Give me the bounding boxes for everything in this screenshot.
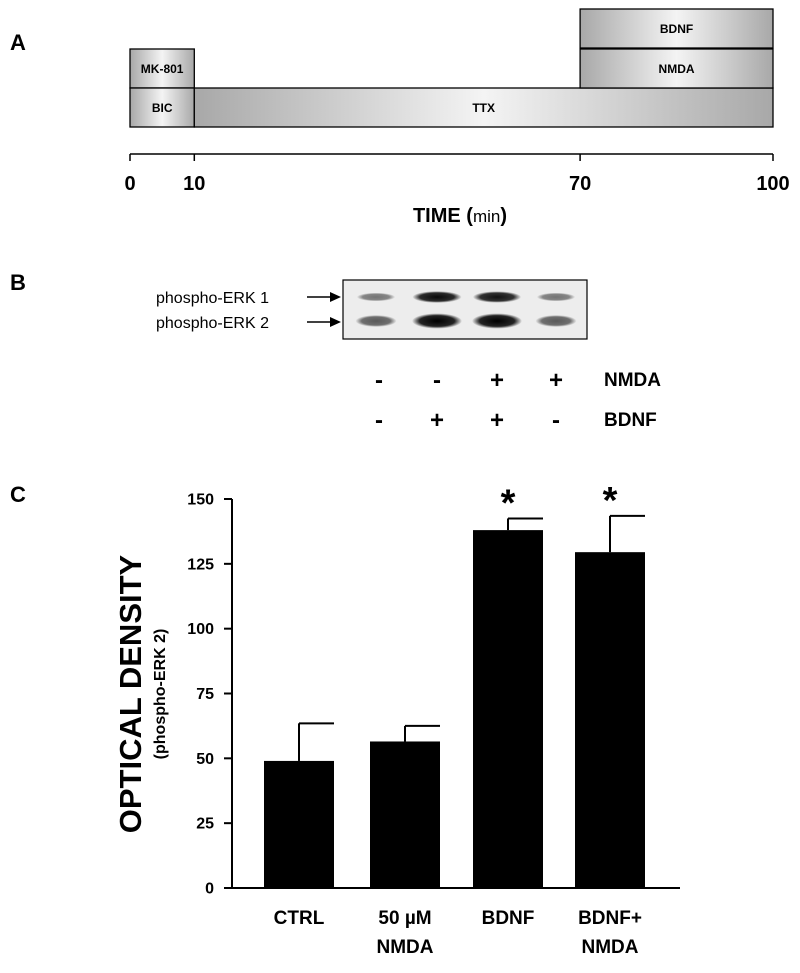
panel-label-a: A bbox=[10, 30, 26, 55]
significance-mark: * bbox=[501, 482, 516, 524]
bar bbox=[370, 741, 440, 888]
timeline-segment-label: NMDA bbox=[659, 62, 695, 76]
y-axis-subtitle: (phospho-ERK 2) bbox=[152, 629, 169, 760]
blot-band-erk1 bbox=[356, 292, 396, 302]
treatment-sign: + bbox=[549, 367, 563, 394]
blot-band-erk1 bbox=[472, 291, 522, 303]
category-label: NMDA bbox=[582, 937, 639, 958]
blot-bands bbox=[355, 291, 577, 329]
treatment-sign: - bbox=[375, 367, 383, 394]
timeline-diagram: MK-801 BIC TTX NMDA BDNF bbox=[129, 8, 774, 128]
y-ticks: 0 25 50 75 100 125 150 bbox=[187, 492, 232, 898]
timeline-segment-label: BDNF bbox=[660, 22, 693, 36]
blot-band-erk2 bbox=[355, 315, 397, 327]
y-tick-label: 125 bbox=[187, 556, 214, 573]
timeline-segment-label: TTX bbox=[472, 101, 495, 115]
arrow-icon bbox=[307, 317, 341, 327]
timeline-axis-title: TIME (min) bbox=[413, 205, 507, 227]
y-tick-label: 0 bbox=[205, 881, 214, 898]
band-label-erk2: phospho-ERK 2 bbox=[156, 315, 269, 332]
treatment-sign: + bbox=[490, 407, 504, 434]
treatment-table: - - + + NMDA - + + - BDNF bbox=[375, 367, 661, 434]
category-label: BDNF bbox=[482, 908, 535, 929]
arrow-icon bbox=[307, 292, 341, 302]
treatment-sign: + bbox=[490, 367, 504, 394]
band-label-erk1: phospho-ERK 1 bbox=[156, 290, 269, 307]
blot-band-erk1 bbox=[536, 292, 576, 302]
y-tick-label: 25 bbox=[196, 816, 214, 833]
timeline-segment-label: MK-801 bbox=[141, 62, 184, 76]
timeline-segment-bic bbox=[129, 87, 195, 128]
y-tick-label: 100 bbox=[187, 621, 214, 638]
category-label: NMDA bbox=[377, 937, 434, 958]
timeline-segment-bdnf bbox=[579, 8, 774, 49]
timeline-ticks: 0 10 70 100 bbox=[124, 154, 790, 195]
timeline-segment-label: BIC bbox=[152, 101, 173, 115]
category-label: 50 µM bbox=[378, 908, 431, 929]
treatment-sign: + bbox=[430, 407, 444, 434]
panel-label-b: B bbox=[10, 270, 26, 295]
treatment-sign: - bbox=[433, 367, 441, 394]
timeline-tick-label: 70 bbox=[569, 173, 591, 195]
treatment-label-bdnf: BDNF bbox=[604, 410, 657, 431]
y-tick-label: 50 bbox=[196, 751, 214, 768]
panel-label-c: C bbox=[10, 482, 26, 507]
treatment-sign: - bbox=[375, 407, 383, 434]
timeline-segment-nmda bbox=[579, 48, 774, 89]
blot-frame bbox=[342, 279, 588, 340]
category-label: BDNF+ bbox=[578, 908, 642, 929]
blot-band-erk2 bbox=[472, 313, 522, 329]
blot-band-erk2 bbox=[412, 313, 462, 329]
timeline-segment-ttx bbox=[193, 87, 774, 128]
treatment-label-nmda: NMDA bbox=[604, 370, 661, 391]
bar bbox=[473, 530, 543, 888]
significance-mark: * bbox=[603, 480, 618, 522]
timeline-segment-mk-801 bbox=[129, 48, 195, 89]
bars: * * bbox=[264, 480, 645, 888]
treatment-sign: - bbox=[552, 407, 560, 434]
bar bbox=[575, 552, 645, 888]
timeline-tick-label: 10 bbox=[183, 173, 205, 195]
blot-band-erk2 bbox=[535, 315, 577, 327]
timeline-tick-label: 100 bbox=[756, 173, 789, 195]
y-axis-title: OPTICAL DENSITY bbox=[113, 554, 148, 833]
blot-band-erk1 bbox=[412, 291, 462, 303]
category-label: CTRL bbox=[274, 908, 325, 929]
timeline-tick-label: 0 bbox=[124, 173, 135, 195]
western-blot: phospho-ERK 1 phospho-ERK 2 bbox=[156, 279, 588, 340]
y-tick-label: 75 bbox=[196, 686, 214, 703]
x-labels: CTRL 50 µM NMDA BDNF BDNF+ NMDA bbox=[274, 908, 642, 958]
y-tick-label: 150 bbox=[187, 492, 214, 509]
bar bbox=[264, 760, 334, 888]
